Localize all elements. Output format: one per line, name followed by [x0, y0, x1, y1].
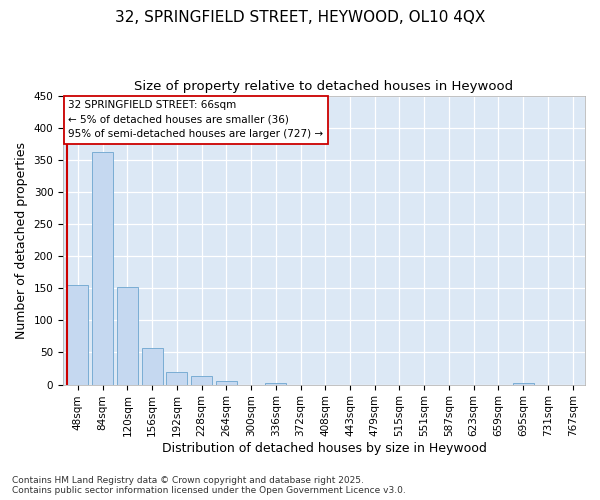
Bar [216, 380, 237, 384]
Bar [117, 287, 138, 384]
Bar [142, 348, 163, 385]
Title: Size of property relative to detached houses in Heywood: Size of property relative to detached ho… [134, 80, 514, 93]
Text: Contains HM Land Registry data © Crown copyright and database right 2025.
Contai: Contains HM Land Registry data © Crown c… [12, 476, 406, 495]
Bar [67, 285, 88, 384]
Text: 32, SPRINGFIELD STREET, HEYWOOD, OL10 4QX: 32, SPRINGFIELD STREET, HEYWOOD, OL10 4Q… [115, 10, 485, 25]
Bar [92, 152, 113, 384]
Text: 32 SPRINGFIELD STREET: 66sqm
← 5% of detached houses are smaller (36)
95% of sem: 32 SPRINGFIELD STREET: 66sqm ← 5% of det… [68, 100, 323, 140]
Y-axis label: Number of detached properties: Number of detached properties [15, 142, 28, 338]
Bar [191, 376, 212, 384]
Bar [166, 372, 187, 384]
X-axis label: Distribution of detached houses by size in Heywood: Distribution of detached houses by size … [161, 442, 487, 455]
